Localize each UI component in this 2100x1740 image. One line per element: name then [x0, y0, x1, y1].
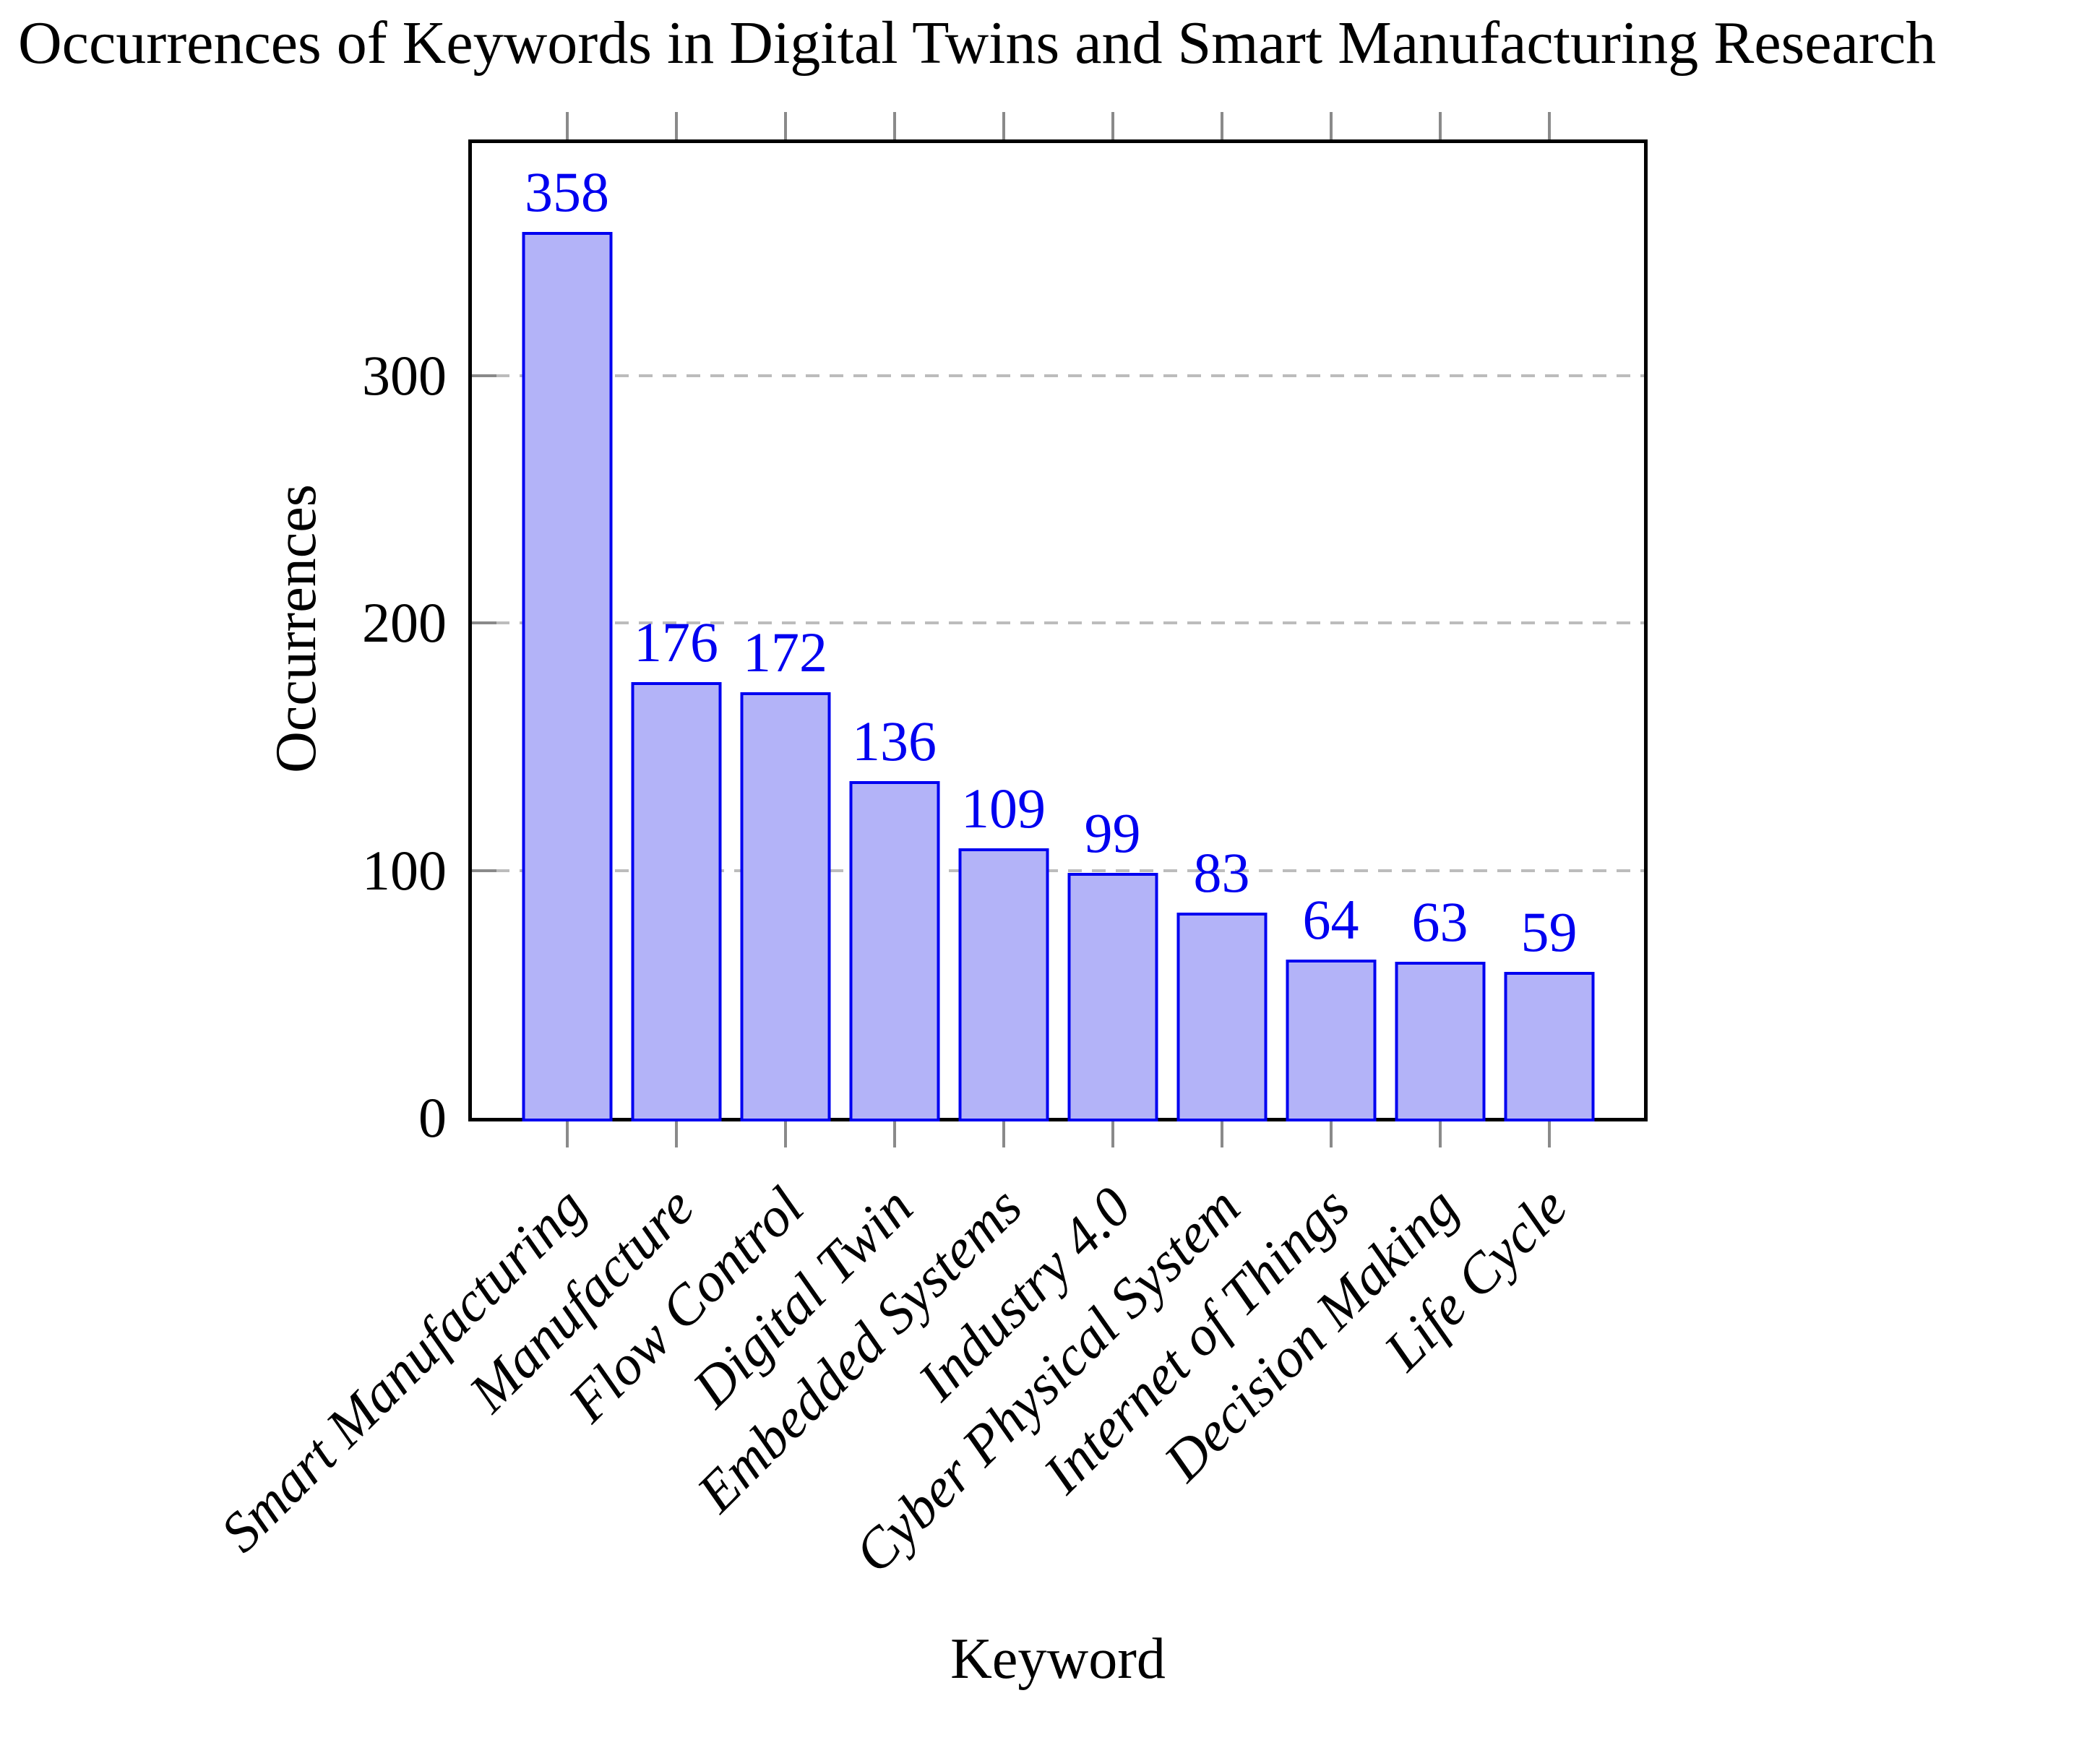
bar-value-label: 358 [525, 160, 609, 223]
y-tick-label-200: 200 [362, 591, 447, 655]
bar-slot-industry-4-0: 99 [1058, 143, 1167, 1121]
bar-digital-twin [849, 781, 939, 1121]
y-tick-label-100: 100 [362, 838, 447, 902]
gridline-100 [472, 869, 1644, 872]
bar-slot-internet-of-things: 64 [1276, 143, 1385, 1121]
bar-industry-4-0 [1067, 873, 1158, 1121]
x-tick-top-internet-of-things [1329, 112, 1333, 139]
bar-slot-manufacture: 176 [621, 143, 731, 1121]
bar-internet-of-things [1286, 960, 1376, 1121]
x-tick-bottom-decision-making [1438, 1121, 1442, 1147]
chart-title: Occurrences of Keywords in Digital Twins… [18, 9, 1937, 77]
bar-smart-manufacturing [522, 232, 612, 1121]
y-tick-300 [472, 374, 496, 377]
x-axis-label: Keyword [950, 1627, 1166, 1691]
x-tick-bottom-digital-twin [892, 1121, 896, 1147]
y-tick-100 [472, 869, 496, 872]
x-tick-top-embedded-systems [1002, 112, 1005, 139]
plot-area: 358 176 172 136 109 99 83 64 63 59 [468, 139, 1648, 1121]
x-tick-bottom-smart-manufacturing [565, 1121, 569, 1147]
bar-flow-control [740, 692, 830, 1121]
bar-manufacture [631, 682, 721, 1121]
x-tick-top-life-cycle [1547, 112, 1551, 139]
x-tick-bottom-manufacture [674, 1121, 678, 1147]
x-tick-bottom-embedded-systems [1002, 1121, 1005, 1147]
bar-embedded-systems [958, 848, 1049, 1121]
x-tick-top-decision-making [1438, 112, 1442, 139]
x-tick-bottom-life-cycle [1547, 1121, 1551, 1147]
x-tick-bottom-flow-control [783, 1121, 787, 1147]
bar-value-label: 172 [743, 621, 827, 684]
bar-value-label: 99 [1084, 801, 1141, 864]
y-tick-label-300: 300 [362, 343, 447, 407]
bar-value-label: 59 [1520, 900, 1578, 963]
x-tick-top-flow-control [783, 112, 787, 139]
bar-value-label: 83 [1193, 841, 1250, 904]
bar-value-label: 176 [634, 611, 718, 673]
x-tick-top-manufacture [674, 112, 678, 139]
gridline-300 [472, 374, 1644, 377]
bar-slot-smart-manufacturing: 358 [512, 143, 621, 1121]
x-tick-bottom-internet-of-things [1329, 1121, 1333, 1147]
bar-value-label: 136 [852, 710, 937, 772]
bar-slot-decision-making: 63 [1385, 143, 1494, 1121]
bar-value-label: 63 [1411, 890, 1468, 953]
bar-decision-making [1395, 962, 1485, 1121]
x-tick-top-smart-manufacturing [565, 112, 569, 139]
x-tick-top-industry-4-0 [1111, 112, 1114, 139]
x-tick-top-digital-twin [892, 112, 896, 139]
bar-value-label: 64 [1302, 888, 1359, 951]
bar-slot-embedded-systems: 109 [949, 143, 1058, 1121]
x-tick-top-cyber-physical-system [1220, 112, 1223, 139]
bar-value-label: 109 [961, 777, 1046, 840]
y-tick-200 [472, 621, 496, 625]
bar-slot-cyber-physical-system: 83 [1167, 143, 1276, 1121]
bar-slot-life-cycle: 59 [1494, 143, 1604, 1121]
plot-inner: 358 176 172 136 109 99 83 64 63 59 [472, 143, 1644, 1121]
bar-cyber-physical-system [1176, 913, 1267, 1121]
bar-slots: 358 176 172 136 109 99 83 64 63 59 [512, 143, 1604, 1121]
x-tick-bottom-cyber-physical-system [1220, 1121, 1223, 1147]
bar-life-cycle [1504, 972, 1594, 1121]
bar-slot-flow-control: 172 [731, 143, 840, 1121]
y-tick-label-0: 0 [418, 1086, 447, 1149]
gridline-200 [472, 621, 1644, 625]
y-axis-label: Occurrences [264, 484, 328, 773]
x-tick-bottom-industry-4-0 [1111, 1121, 1114, 1147]
bar-slot-digital-twin: 136 [840, 143, 949, 1121]
